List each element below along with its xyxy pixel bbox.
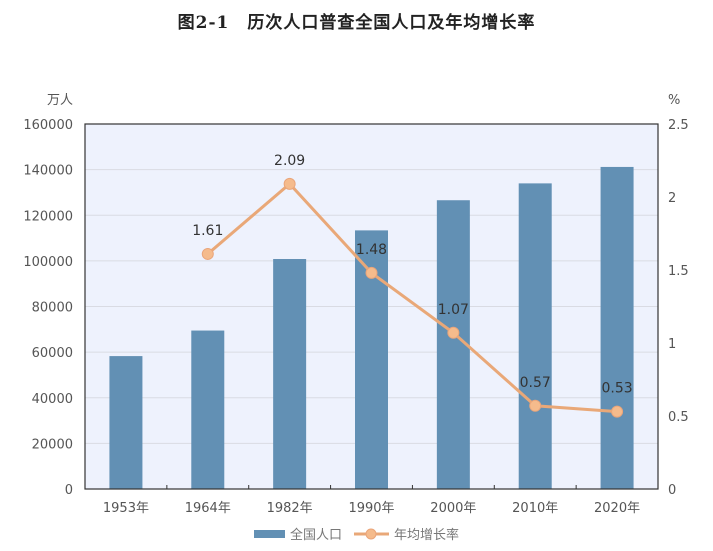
x-axis-labels: 1953年 1964年 1982年 1990年 2000年 2010年 2020年 (103, 501, 640, 516)
population-bar (273, 259, 307, 489)
population-bar (518, 183, 552, 489)
left-tick-label: 120000 (23, 209, 73, 224)
right-axis-unit: % (668, 93, 680, 108)
growth-marker (611, 405, 624, 418)
right-tick-label: 0 (668, 483, 676, 498)
x-tick-label: 1964年 (185, 501, 231, 516)
population-bar (436, 200, 470, 489)
right-tick-label: 2.5 (668, 118, 689, 133)
legend-marker-icon (365, 528, 377, 540)
left-tick-label: 60000 (32, 346, 73, 361)
right-tick-label: 0.5 (668, 410, 689, 425)
population-bar (191, 330, 225, 489)
legend-growth-label: 年均增长率 (394, 527, 459, 543)
growth-marker (365, 266, 378, 279)
figure-title-text: 历次人口普查全国人口及年均增长率 (247, 13, 536, 33)
right-axis: 0 0.5 1 1.5 2 2.5 (668, 118, 689, 498)
right-tick-label: 1.5 (668, 264, 689, 279)
x-tick-label: 1953年 (103, 501, 149, 516)
x-axis-ticks (166, 485, 577, 489)
growth-data-label: 2.09 (274, 153, 305, 169)
legend: 全国人口 年均增长率 (254, 527, 459, 543)
left-axis-unit: 万人 (47, 93, 73, 108)
growth-marker (529, 399, 542, 412)
growth-data-label: 0.57 (520, 375, 551, 391)
growth-data-label: 1.07 (438, 302, 469, 318)
growth-line-path (206, 181, 618, 414)
left-tick-label: 100000 (23, 255, 73, 270)
population-bar (600, 166, 634, 489)
left-tick-label: 20000 (32, 437, 73, 452)
growth-data-label: 1.48 (356, 242, 387, 258)
x-tick-label: 1982年 (267, 501, 313, 516)
population-bar (109, 356, 143, 489)
left-tick-label: 160000 (23, 118, 73, 133)
growth-marker (283, 177, 296, 190)
left-tick-label: 0 (65, 483, 73, 498)
left-tick-label: 40000 (32, 392, 73, 407)
left-tick-label: 140000 (23, 164, 73, 179)
growth-rate-line: 1.61 2.09 1.48 1.07 0.57 0.53 (192, 153, 633, 418)
x-tick-label: 2010年 (512, 501, 558, 516)
legend-bar-swatch (254, 530, 285, 538)
x-tick-label: 2000年 (430, 501, 476, 516)
chart-title: 图2-1 历次人口普查全国人口及年均增长率 (0, 8, 713, 33)
growth-data-label: 1.61 (192, 223, 223, 239)
growth-marker (201, 247, 214, 260)
figure-number: 图2-1 (177, 13, 230, 33)
growth-marker (447, 326, 460, 339)
right-tick-label: 2 (668, 191, 676, 206)
x-tick-label: 1990年 (348, 501, 394, 516)
left-axis: 0 20000 40000 60000 80000 100000 120000 140000 1… (23, 118, 73, 498)
left-tick-label: 80000 (32, 301, 73, 316)
growth-data-label: 0.53 (601, 381, 632, 397)
population-bars (109, 166, 634, 489)
x-tick-label: 2020年 (594, 501, 640, 516)
plot-frame (84, 123, 659, 490)
right-tick-label: 1 (668, 337, 676, 352)
legend-population-label: 全国人口 (290, 527, 342, 543)
